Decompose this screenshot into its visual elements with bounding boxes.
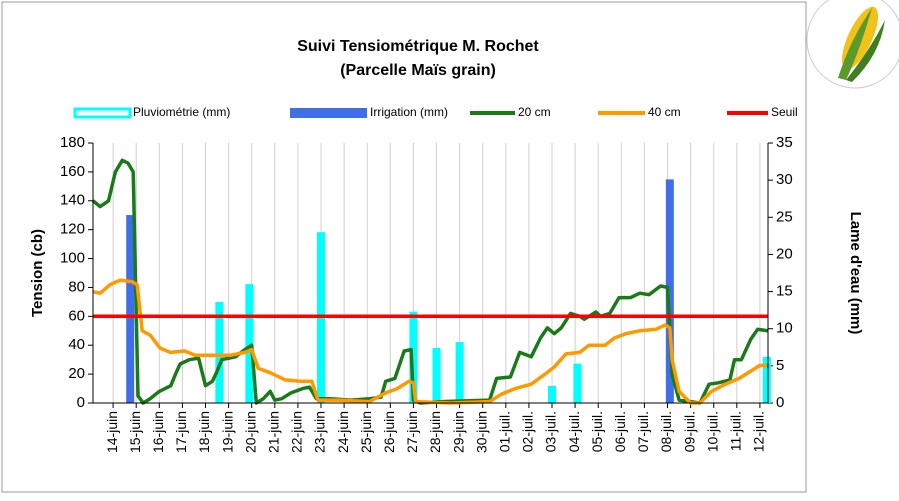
legend-label: Pluviométrie (mm) — [133, 105, 230, 119]
y-tick-label: 140 — [60, 192, 85, 209]
legend-label: Irrigation (mm) — [370, 105, 448, 119]
x-tick-label: 19-juin — [219, 411, 235, 453]
y2-tick-label: 15 — [776, 283, 793, 300]
x-tick-label: 24-juin — [335, 411, 351, 453]
bar — [573, 364, 581, 403]
corn-icon — [807, 0, 899, 88]
x-tick-label: 12-juil. — [751, 411, 767, 452]
y2-tick-label: 5 — [776, 357, 784, 374]
y-tick-label: 20 — [68, 365, 85, 382]
y2-tick-label: 30 — [776, 171, 793, 188]
x-tick-label: 02-juil. — [520, 411, 536, 452]
y-tick-label: 60 — [68, 307, 85, 324]
bar — [456, 342, 464, 403]
x-tick-label: 29-juin — [450, 411, 466, 453]
x-tick-label: 09-juil. — [681, 411, 697, 452]
y-tick-label: 0 — [77, 394, 85, 411]
y-tick-label: 160 — [60, 163, 85, 180]
y-tick-label: 100 — [60, 250, 85, 267]
x-tick-label: 04-juil. — [566, 411, 582, 452]
y2-tick-label: 35 — [776, 134, 793, 151]
x-tick-label: 14-juin — [104, 411, 120, 453]
x-tick-label: 06-juil. — [612, 411, 628, 452]
x-tick-label: 21-juin — [266, 411, 282, 453]
x-tick-label: 03-juil. — [543, 411, 559, 452]
y2-tick-label: 25 — [776, 208, 793, 225]
x-tick-label: 28-juin — [427, 411, 443, 453]
x-tick-label: 16-juin — [150, 411, 166, 453]
y2-tick-label: 10 — [776, 320, 793, 337]
chart-title: Suivi Tensiométrique M. Rochet — [297, 38, 539, 55]
x-tick-label: 08-juil. — [658, 411, 674, 452]
x-tick-label: 25-juin — [358, 411, 374, 453]
chart: Suivi Tensiométrique M. Rochet (Parcelle… — [0, 0, 899, 496]
y-axis-label: Tension (cb) — [29, 229, 46, 317]
x-tick-label: 18-juin — [196, 411, 212, 453]
x-tick-label: 30-juin — [473, 411, 489, 453]
y2-axis-label: Lame d'eau (mm) — [847, 212, 864, 335]
x-tick-label: 05-juil. — [589, 411, 605, 452]
y2-tick-label: 0 — [776, 394, 784, 411]
bar — [548, 386, 556, 403]
x-tick-label: 11-juil. — [728, 411, 744, 451]
y-tick-label: 120 — [60, 221, 85, 238]
chart-subtitle: (Parcelle Maïs grain) — [340, 62, 496, 79]
x-tick-label: 20-juin — [242, 411, 258, 453]
y-tick-label: 180 — [60, 134, 85, 151]
x-tick-label: 22-juin — [289, 411, 305, 453]
legend-label: 20 cm — [518, 105, 551, 119]
x-tick-label: 27-juin — [404, 411, 420, 453]
x-tick-label: 26-juin — [381, 411, 397, 453]
x-tick-label: 15-juin — [127, 411, 143, 453]
x-tick-label: 01-juil. — [497, 411, 513, 452]
legend-label: 40 cm — [648, 105, 681, 119]
x-tick-label: 23-juin — [312, 411, 328, 453]
bar — [433, 348, 441, 403]
y-tick-label: 80 — [68, 278, 85, 295]
legend-swatch — [75, 109, 130, 117]
y-tick-label: 40 — [68, 336, 85, 353]
y2-tick-label: 20 — [776, 245, 793, 262]
x-tick-label: 10-juil. — [704, 411, 720, 452]
legend-label: Seuil — [771, 105, 798, 119]
page: Suivi Tensiométrique M. Rochet (Parcelle… — [0, 0, 899, 501]
x-tick-label: 17-juin — [173, 411, 189, 453]
x-tick-label: 07-juil. — [635, 411, 651, 452]
legend-swatch — [290, 108, 367, 118]
